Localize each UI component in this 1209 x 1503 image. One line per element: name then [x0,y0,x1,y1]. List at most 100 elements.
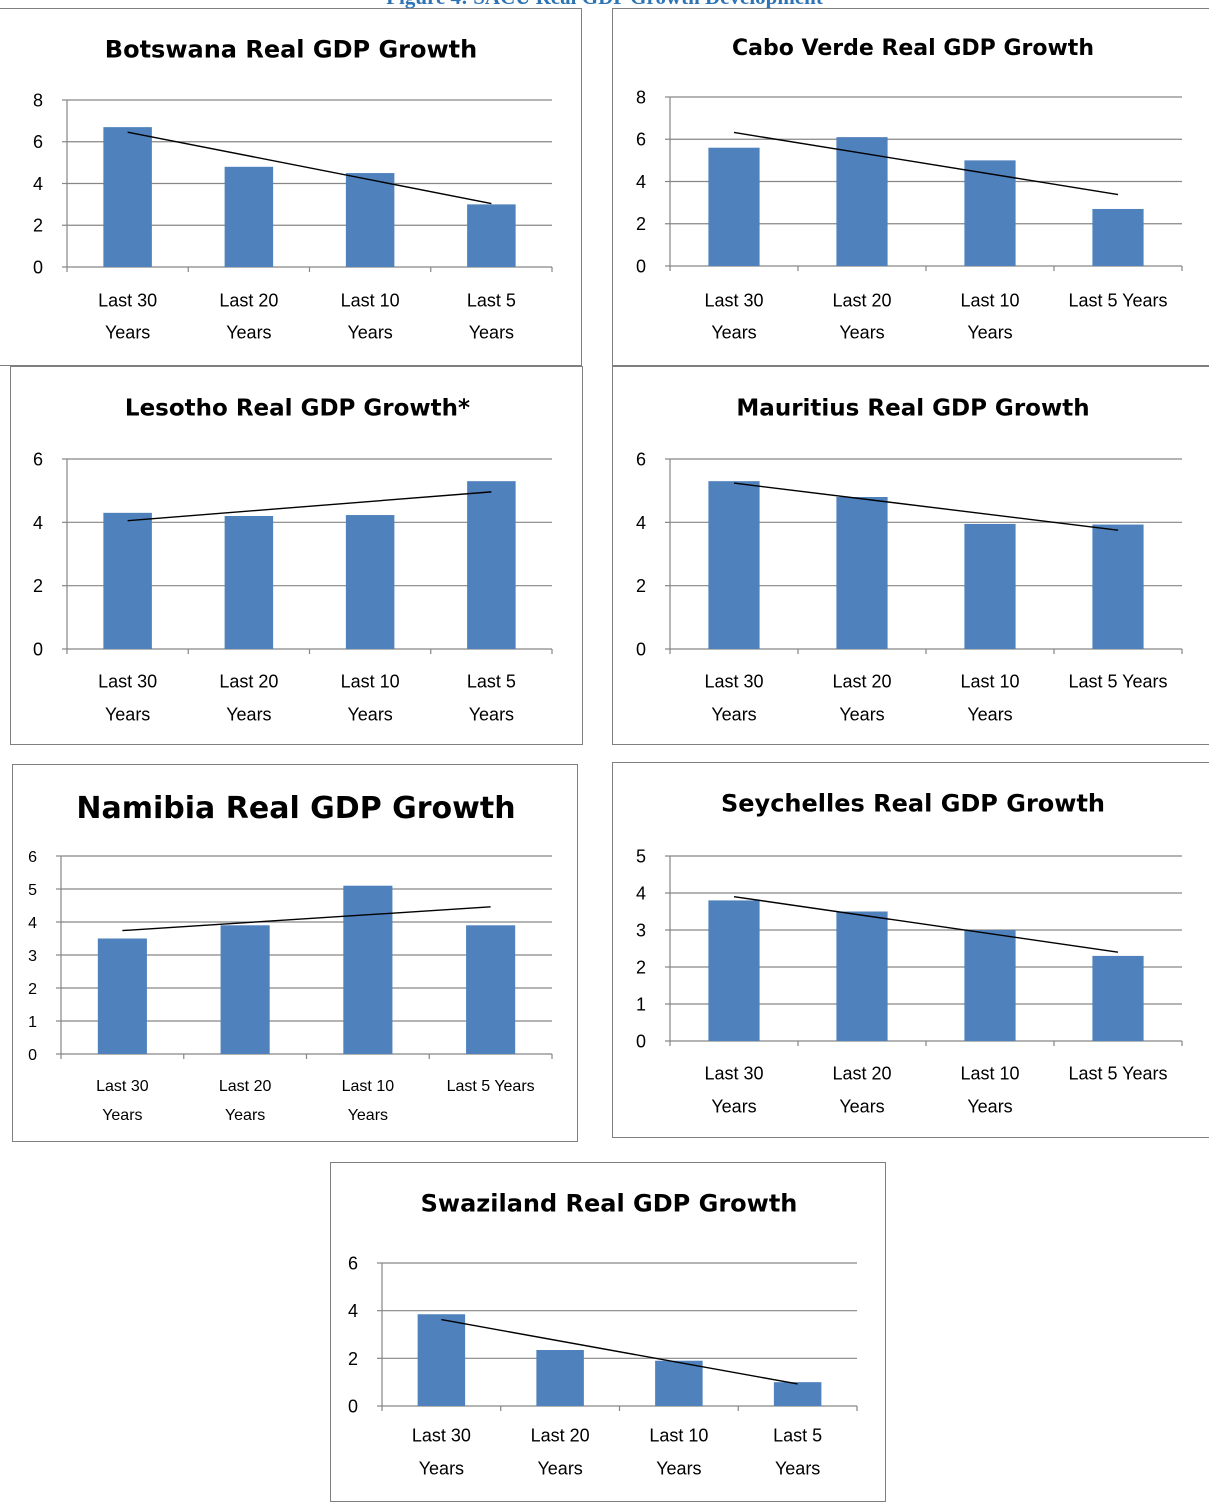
y-tick-label: 6 [636,449,646,469]
bar [1092,955,1144,1041]
y-tick-label: 2 [33,216,43,236]
y-tick-label: 6 [28,849,37,866]
x-category-label: Last 10 [960,671,1019,691]
namibia-chart-svg: Namibia Real GDP Growth 0 1 2 3 4 5 6 Last 30 Yea… [28,791,553,1124]
x-category-label: Years [967,1096,1012,1116]
x-category-label: Last 30 [704,1063,763,1083]
y-tick-label: 1 [636,994,646,1014]
bar [345,173,395,267]
x-category-label: Years [225,1107,265,1124]
y-tick-label: 4 [33,513,43,533]
page-heading: Figure 4: SACU Real GDP Growth Developme… [0,0,1209,8]
bar [343,885,393,1054]
trendline [441,1318,798,1385]
x-category-label: Last 30 [704,671,763,691]
bar [708,147,760,266]
y-tick-label: 4 [636,172,646,192]
y-tick-label: 0 [33,639,43,659]
y-tick-label: 2 [348,1349,358,1369]
x-category-label: Last 10 [960,1063,1019,1083]
bar [536,1349,584,1406]
y-tick-label: 0 [636,639,646,659]
y-tick-label: 5 [28,882,37,899]
y-tick-label: 8 [33,90,43,110]
bar [836,497,888,649]
x-category-label: Last 10 [649,1425,708,1445]
lesotho-chart: Lesotho Real GDP Growth* 0 2 4 6 Last 30 Years… [10,366,583,745]
x-category-label: Years [469,322,514,342]
swaziland-chart: Swaziland Real GDP Growth 0 2 4 6 Last 30 Year… [330,1162,886,1502]
bar [103,512,152,649]
trendline [127,131,492,205]
chart-title: Mauritius Real GDP Growth [736,395,1089,421]
bar [964,930,1016,1041]
y-tick-label: 2 [636,214,646,234]
x-category-label: Years [839,1096,884,1116]
chart-title: Seychelles Real GDP Growth [721,790,1105,818]
y-tick-label: 3 [636,920,646,940]
bar [103,127,152,267]
x-category-label: Years [839,704,884,724]
x-category-label: Last 20 [219,290,278,310]
bar [836,911,888,1041]
trendline [122,906,491,932]
mauritius-chart-svg: Mauritius Real GDP Growth 0 2 4 6 Last 30 Year… [636,395,1183,724]
x-category-label: Years [775,1458,820,1478]
x-category-label: Last 20 [219,1078,272,1095]
trendline [127,491,492,522]
y-tick-label: 0 [348,1396,358,1416]
y-tick-label: 1 [28,1014,37,1031]
bar [467,481,516,649]
bar [708,900,760,1041]
y-tick-label: 4 [636,513,646,533]
y-tick-label: 8 [636,87,646,107]
cabo-chart-svg: Cabo Verde Real GDP Growth 0 2 4 6 8 Last 30 Ye… [636,36,1183,342]
mauritius-chart: Mauritius Real GDP Growth 0 2 4 6 Last 30 Year… [612,366,1209,745]
chart-title: Swaziland Real GDP Growth [421,1190,798,1218]
bar [1092,208,1144,266]
x-category-label: Last 5 [467,290,516,310]
bar [467,204,516,267]
y-tick-label: 3 [28,948,37,965]
x-category-label: Last 10 [960,290,1019,310]
bar [97,938,147,1054]
y-tick-label: 6 [348,1253,358,1273]
chart-title: Namibia Real GDP Growth [76,791,515,826]
x-category-label: Last 5 Years [1068,1063,1167,1083]
x-category-label: Last 20 [832,671,891,691]
bar [417,1314,466,1406]
bar [708,481,760,649]
x-category-label: Last 30 [412,1425,471,1445]
y-tick-label: 4 [33,174,43,194]
x-category-label: Last 10 [341,290,400,310]
y-tick-label: 2 [33,576,43,596]
botswana-chart: Botswana Real GDP Growth 0 2 4 6 8 Last 30 Year… [0,8,582,366]
bar [224,516,274,649]
y-tick-label: 4 [636,883,646,903]
bar [773,1382,822,1406]
swaziland-chart-svg: Swaziland Real GDP Growth 0 2 4 6 Last 30 Year… [348,1190,858,1478]
x-category-label: Last 5 Years [1068,671,1167,691]
cabo-chart: Cabo Verde Real GDP Growth 0 2 4 6 8 Last 30 Ye… [612,8,1209,366]
bar [220,925,270,1054]
x-category-label: Years [226,704,271,724]
x-category-label: Last 10 [341,671,400,691]
x-category-label: Years [469,704,514,724]
y-tick-label: 0 [28,1047,37,1064]
seychelles-chart-svg: Seychelles Real GDP Growth 0 1 2 3 4 5 Last 30 Y… [636,790,1183,1116]
x-category-label: Years [967,704,1012,724]
y-tick-label: 2 [28,981,37,998]
bar [964,160,1016,266]
bar [964,523,1016,649]
y-tick-label: 0 [636,1031,646,1051]
x-category-label: Years [711,322,756,342]
x-category-label: Years [348,1107,388,1124]
x-category-label: Last 5 Years [1068,290,1167,310]
bar [836,137,888,266]
y-tick-label: 0 [636,256,646,276]
y-tick-label: 4 [348,1301,358,1321]
y-tick-label: 4 [28,915,37,932]
x-category-label: Years [839,322,884,342]
chart-title: Cabo Verde Real GDP Growth [732,36,1094,61]
x-category-label: Years [656,1458,701,1478]
